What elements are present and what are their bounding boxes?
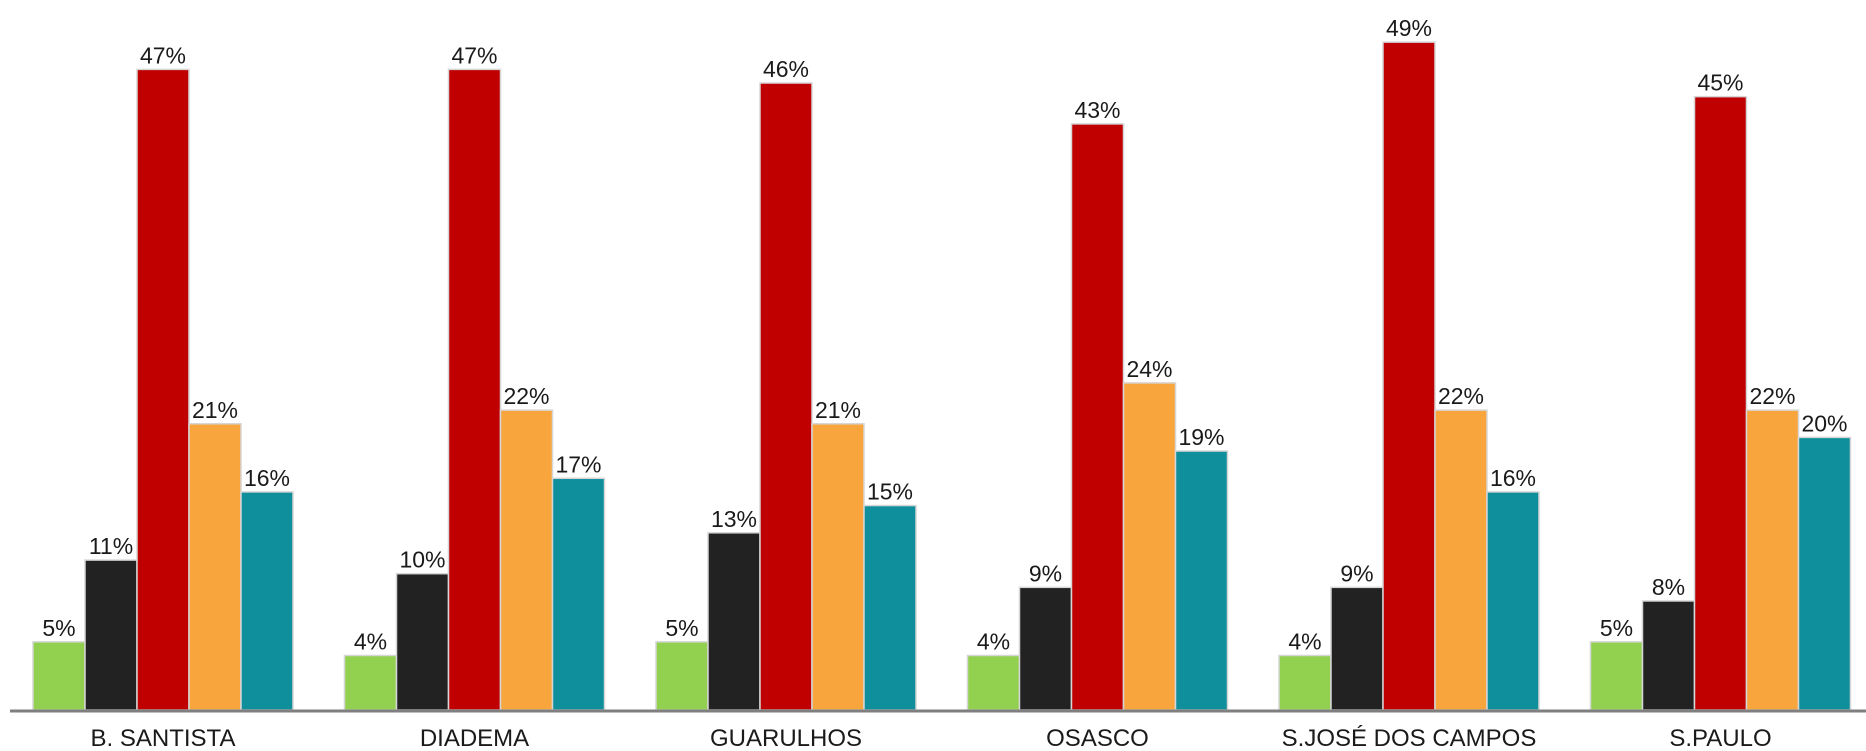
bar — [1122, 382, 1177, 711]
value-label: 22% — [1438, 383, 1484, 409]
value-label: 11% — [89, 533, 133, 559]
bar — [966, 654, 1021, 711]
bar — [136, 68, 190, 711]
bar — [343, 654, 398, 711]
category-labels-layer: B. SANTISTA DIADEMA GUARULHOS OSASCO S.JOSÉ … — [91, 725, 1772, 751]
value-label: 43% — [1074, 97, 1120, 123]
value-label: 4% — [1288, 628, 1321, 654]
value-label: 5% — [665, 615, 698, 641]
bar — [32, 641, 86, 711]
value-label: 21% — [815, 397, 861, 423]
bar — [1434, 409, 1488, 711]
bar — [1278, 654, 1332, 711]
bar — [811, 423, 865, 711]
value-label: 13% — [711, 506, 757, 532]
bar — [1330, 586, 1384, 711]
bar — [1693, 95, 1748, 711]
bar — [1486, 491, 1540, 711]
value-labels-layer: 5% 11% 47% 21% 16% 4% 10% 47% 22% 17% 5% 13% 46% 21% 1… — [42, 15, 1847, 654]
value-label: 49% — [1386, 15, 1432, 41]
value-label: 47% — [140, 42, 186, 68]
value-label: 10% — [399, 547, 445, 573]
value-label: 21% — [192, 397, 238, 423]
bar — [655, 641, 709, 711]
value-label: 17% — [555, 451, 601, 477]
bar — [188, 423, 242, 711]
category-label: S.JOSÉ DOS CAMPOS — [1282, 725, 1537, 751]
value-label: 24% — [1126, 356, 1172, 382]
value-label: 9% — [1029, 560, 1062, 586]
bar — [1070, 123, 1125, 711]
bar — [1641, 600, 1696, 711]
value-label: 9% — [1340, 560, 1373, 586]
category-label: S.PAULO — [1669, 725, 1771, 751]
bar — [707, 532, 761, 711]
bar — [395, 572, 450, 711]
bar — [863, 504, 917, 711]
value-label: 19% — [1178, 424, 1224, 450]
value-label: 46% — [763, 56, 809, 82]
bar — [499, 409, 554, 711]
bar — [1018, 586, 1073, 711]
value-label: 4% — [977, 628, 1010, 654]
value-label: 5% — [1600, 615, 1633, 641]
value-label: 47% — [451, 42, 497, 68]
bar — [759, 82, 813, 711]
value-label: 16% — [1490, 465, 1536, 491]
value-label: 20% — [1801, 410, 1847, 436]
value-label: 8% — [1652, 574, 1685, 600]
value-label: 22% — [1749, 383, 1795, 409]
bars-layer — [32, 41, 1852, 711]
bar — [447, 68, 502, 711]
category-label: B. SANTISTA — [91, 725, 236, 751]
bar — [1745, 409, 1800, 711]
bar — [1174, 450, 1229, 711]
bar — [240, 491, 294, 711]
category-label: OSASCO — [1046, 725, 1149, 751]
value-label: 4% — [354, 628, 387, 654]
value-label: 16% — [244, 465, 290, 491]
bar — [1382, 41, 1436, 711]
value-label: 15% — [867, 479, 913, 505]
category-label: GUARULHOS — [710, 725, 862, 751]
category-label: DIADEMA — [420, 725, 529, 751]
value-label: 22% — [503, 383, 549, 409]
bar — [1589, 641, 1644, 711]
bar — [551, 477, 606, 711]
value-label: 5% — [42, 615, 75, 641]
value-label: 45% — [1697, 70, 1743, 96]
bar — [84, 559, 138, 711]
bar — [1797, 436, 1852, 711]
